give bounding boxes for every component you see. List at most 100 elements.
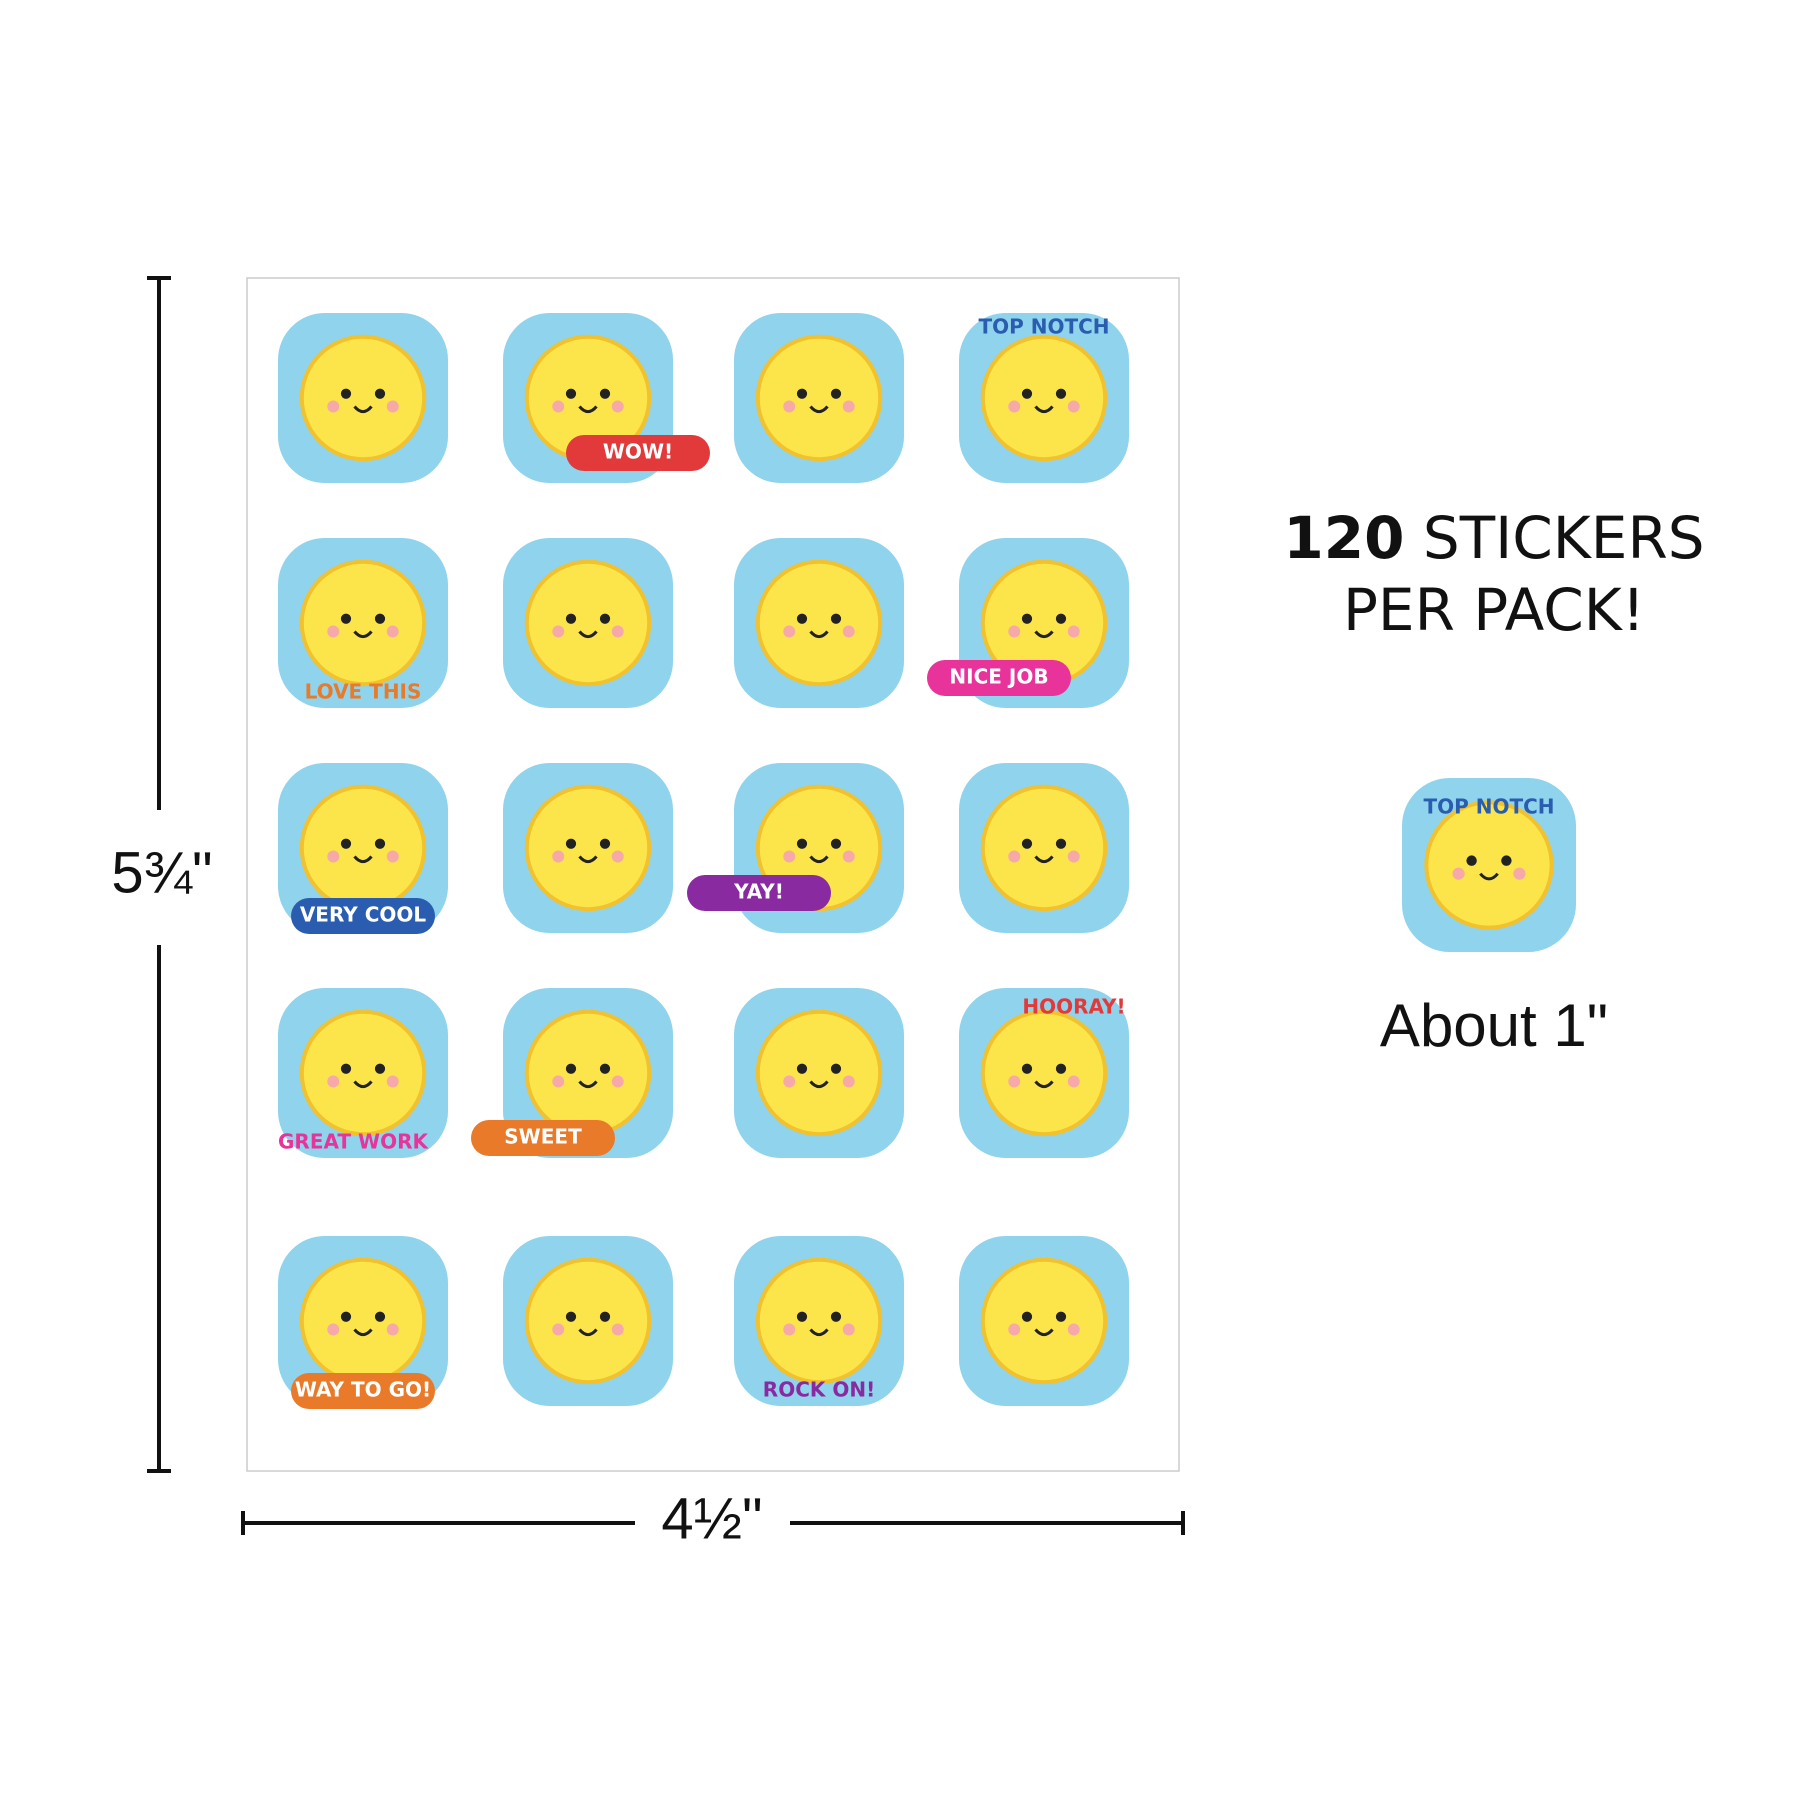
eye (599, 613, 611, 624)
lemon (524, 1009, 652, 1137)
smile (1479, 872, 1499, 881)
lemon (299, 559, 427, 687)
eye (1055, 613, 1067, 624)
eye (565, 1063, 577, 1074)
sticker-label: ROCK ON! (763, 1378, 875, 1402)
eye (1021, 1063, 1033, 1074)
sample-label: TOP NOTCH (1423, 795, 1554, 819)
cheek (783, 850, 796, 863)
cheek (386, 400, 399, 413)
cheek (386, 1075, 399, 1088)
lemon (299, 1257, 427, 1385)
smile (353, 1328, 373, 1337)
eye (374, 1063, 386, 1074)
cheek (1513, 867, 1526, 880)
lemon (1424, 800, 1554, 930)
cheek (842, 1075, 855, 1088)
cheek (1067, 625, 1080, 638)
cheek (1067, 850, 1080, 863)
lemon (980, 334, 1108, 462)
cheek (842, 1323, 855, 1336)
eye (796, 838, 808, 849)
lemon (755, 334, 883, 462)
eye (830, 613, 842, 624)
eye (1055, 1311, 1067, 1322)
cheek (842, 400, 855, 413)
eye (830, 1063, 842, 1074)
sticker-label: NICE JOB (949, 665, 1048, 689)
eye (565, 388, 577, 399)
smile (809, 855, 829, 864)
cheek (842, 850, 855, 863)
smile (578, 630, 598, 639)
eye (599, 1311, 611, 1322)
smile (353, 630, 373, 639)
sticker-label: TOP NOTCH (978, 315, 1109, 339)
eye (374, 388, 386, 399)
sample-size: About 1" (1380, 992, 1608, 1059)
cheek (1008, 1075, 1021, 1088)
cheek (552, 400, 565, 413)
unit: STICKERS (1423, 504, 1705, 572)
eye (796, 1063, 808, 1074)
smile (1034, 630, 1054, 639)
sticker-label: WAY TO GO! (295, 1378, 431, 1402)
height-ruler (147, 276, 171, 1473)
smile (353, 1080, 373, 1089)
eye (1055, 1063, 1067, 1074)
cheek (327, 1323, 340, 1336)
width-label: 4½" (661, 1486, 762, 1551)
eye (830, 838, 842, 849)
eye (374, 613, 386, 624)
eye (340, 388, 352, 399)
smile (578, 1080, 598, 1089)
cheek (783, 625, 796, 638)
cheek (1008, 1323, 1021, 1336)
cheek (1067, 1323, 1080, 1336)
sticker-label: VERY COOL (300, 903, 427, 927)
eye (340, 613, 352, 624)
lemon (299, 334, 427, 462)
cheek (1008, 400, 1021, 413)
cheek (1452, 867, 1465, 880)
eye (565, 838, 577, 849)
cheek (386, 850, 399, 863)
eye (796, 388, 808, 399)
lemon (755, 1009, 883, 1137)
lemon (524, 784, 652, 912)
eye (374, 1311, 386, 1322)
eye (796, 1311, 808, 1322)
lemon (980, 1257, 1108, 1385)
cheek (552, 625, 565, 638)
lemon (980, 784, 1108, 912)
cheek (1008, 625, 1021, 638)
smile (809, 1328, 829, 1337)
smile (578, 1328, 598, 1337)
eye (1466, 855, 1477, 866)
smile (578, 855, 598, 864)
lemon (524, 559, 652, 687)
label-badge (291, 898, 435, 934)
cheek (611, 1323, 624, 1336)
pack-count: 120 STICKERS (1283, 504, 1704, 572)
smile (578, 405, 598, 414)
eye (340, 1063, 352, 1074)
cheek (552, 1323, 565, 1336)
cheek (611, 1075, 624, 1088)
cheek (611, 400, 624, 413)
eye (340, 838, 352, 849)
cheek (783, 1075, 796, 1088)
count: 120 (1283, 504, 1404, 572)
cheek (552, 850, 565, 863)
eye (599, 388, 611, 399)
cheek (327, 625, 340, 638)
smile (353, 855, 373, 864)
lemon (299, 1009, 427, 1137)
cheek (611, 625, 624, 638)
pack-line2: PER PACK! (1343, 576, 1645, 644)
sticker-label: LOVE THIS (305, 680, 422, 704)
label-badge (927, 660, 1071, 696)
eye (1021, 388, 1033, 399)
smile (353, 405, 373, 414)
